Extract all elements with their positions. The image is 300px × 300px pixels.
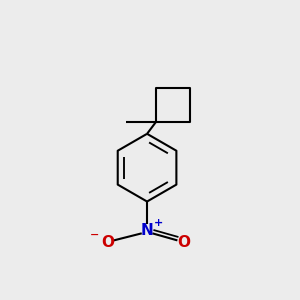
Text: O: O (101, 235, 114, 250)
Text: +: + (154, 218, 163, 228)
Text: O: O (177, 235, 190, 250)
Text: N: N (141, 224, 153, 238)
Text: −: − (90, 230, 100, 239)
